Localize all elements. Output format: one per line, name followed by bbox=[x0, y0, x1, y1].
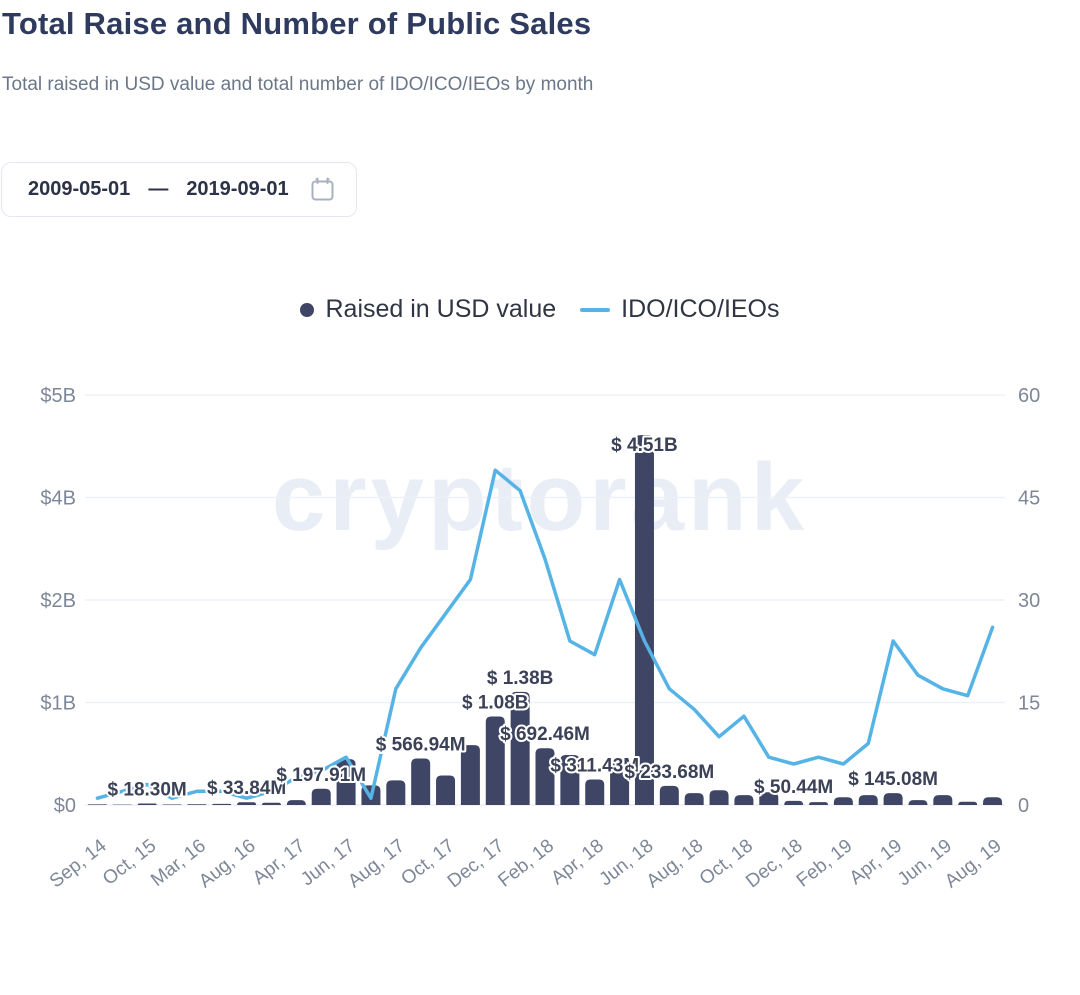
bar[interactable] bbox=[610, 758, 630, 805]
x-axis-tick-label: Aug, 16 bbox=[195, 835, 260, 892]
bar[interactable] bbox=[759, 792, 779, 805]
bar[interactable] bbox=[908, 800, 928, 805]
bar[interactable] bbox=[212, 803, 232, 805]
bar[interactable] bbox=[261, 802, 281, 805]
bar-value-label: $ 1.08B bbox=[462, 692, 529, 713]
bar-value-label: $ 1.38B bbox=[487, 668, 554, 689]
bar[interactable] bbox=[659, 785, 679, 805]
right-axis-tick-label: 30 bbox=[1018, 590, 1040, 612]
bar-value-label: $ 50.44M bbox=[754, 777, 833, 798]
bar[interactable] bbox=[336, 759, 356, 805]
bar[interactable] bbox=[983, 797, 1003, 805]
date-separator: — bbox=[148, 178, 169, 200]
bar[interactable] bbox=[809, 802, 829, 805]
x-axis-tick-label: Oct, 15 bbox=[99, 835, 160, 889]
calendar-icon[interactable] bbox=[309, 176, 336, 203]
date-range-picker[interactable]: 2009-05-01 — 2019-09-01 bbox=[1, 162, 357, 217]
bar[interactable] bbox=[634, 435, 654, 805]
left-axis-tick-label: $2B bbox=[40, 590, 76, 612]
left-axis-tick-label: $5B bbox=[40, 385, 76, 407]
date-end[interactable]: 2019-09-01 bbox=[186, 178, 289, 200]
bar[interactable] bbox=[386, 780, 406, 805]
bar[interactable] bbox=[833, 797, 853, 805]
bar-value-label: $ 233.68M bbox=[624, 762, 714, 783]
bar[interactable] bbox=[460, 745, 480, 805]
bar[interactable] bbox=[510, 691, 530, 805]
bar[interactable] bbox=[560, 754, 580, 805]
x-axis-tick-label: Apr, 18 bbox=[547, 835, 607, 889]
bar[interactable] bbox=[734, 795, 754, 805]
bar[interactable] bbox=[187, 804, 207, 805]
x-axis-tick-label: Apr, 17 bbox=[249, 835, 309, 889]
bar[interactable] bbox=[286, 800, 306, 805]
bar-series-marker-icon bbox=[300, 302, 315, 317]
x-axis-tick-label: Dec, 18 bbox=[742, 835, 807, 892]
x-axis-tick-label: Dec, 17 bbox=[444, 835, 509, 892]
bar[interactable] bbox=[958, 801, 978, 805]
line-series-marker-icon bbox=[580, 307, 611, 312]
bar-value-label: $ 566.94M bbox=[376, 735, 466, 756]
x-axis-tick-label: Apr, 19 bbox=[846, 835, 906, 889]
x-axis-tick-label: Feb, 19 bbox=[793, 835, 857, 891]
bar[interactable] bbox=[311, 788, 331, 805]
bar[interactable] bbox=[436, 775, 456, 805]
x-axis-tick-label: Aug, 19 bbox=[941, 835, 1006, 892]
x-axis-tick-label: Sep, 14 bbox=[46, 835, 111, 892]
page-title: Total Raise and Number of Public Sales bbox=[2, 6, 592, 41]
bar[interactable] bbox=[784, 800, 804, 805]
right-axis-tick-label: 15 bbox=[1018, 693, 1040, 715]
bar-value-label: $ 311.43M bbox=[550, 755, 639, 776]
bar-value-label: $ 145.08M bbox=[848, 769, 938, 790]
bar[interactable] bbox=[485, 716, 505, 805]
bar[interactable] bbox=[858, 795, 878, 805]
bar[interactable] bbox=[87, 804, 107, 805]
bar[interactable] bbox=[709, 790, 729, 805]
left-axis-tick-label: $1B bbox=[40, 693, 76, 715]
bar[interactable] bbox=[535, 748, 555, 805]
x-axis-tick-label: Aug, 18 bbox=[643, 835, 708, 892]
line-series[interactable] bbox=[95, 468, 995, 800]
legend-label: Raised in USD value bbox=[325, 295, 557, 323]
x-axis-tick-label: Feb, 18 bbox=[494, 835, 558, 891]
date-start[interactable]: 2009-05-01 bbox=[28, 178, 131, 200]
legend-item-ido-ico-ieo[interactable]: IDO/ICO/IEOs bbox=[580, 295, 780, 324]
legend-item-raised[interactable]: Raised in USD value bbox=[300, 295, 556, 324]
right-axis-tick-label: 60 bbox=[1018, 385, 1040, 407]
legend-label: IDO/ICO/IEOs bbox=[621, 295, 780, 323]
page-subtitle: Total raised in USD value and total numb… bbox=[2, 74, 594, 95]
bar[interactable] bbox=[137, 803, 157, 805]
left-axis-tick-label: $0 bbox=[54, 795, 76, 817]
chart-legend: Raised in USD value IDO/ICO/IEOs bbox=[0, 295, 1080, 324]
bar-value-label: $ 692.46M bbox=[500, 724, 590, 745]
left-axis-tick-label: $4B bbox=[40, 488, 76, 510]
right-axis-tick-label: 0 bbox=[1018, 795, 1029, 817]
bar[interactable] bbox=[411, 758, 431, 805]
bar[interactable] bbox=[883, 793, 903, 805]
bar-value-label: $ 33.84M bbox=[207, 778, 286, 799]
bar-value-label: $ 4.51B bbox=[611, 435, 678, 456]
bar-value-label: $ 18.30M bbox=[108, 779, 187, 800]
x-axis-tick-label: Aug, 17 bbox=[344, 835, 409, 892]
bar[interactable] bbox=[585, 779, 605, 805]
bar[interactable] bbox=[684, 793, 704, 805]
bar[interactable] bbox=[933, 795, 953, 805]
bar-value-label: $ 197.91M bbox=[276, 765, 366, 786]
bar[interactable] bbox=[237, 802, 257, 805]
right-axis-tick-label: 45 bbox=[1018, 488, 1040, 510]
